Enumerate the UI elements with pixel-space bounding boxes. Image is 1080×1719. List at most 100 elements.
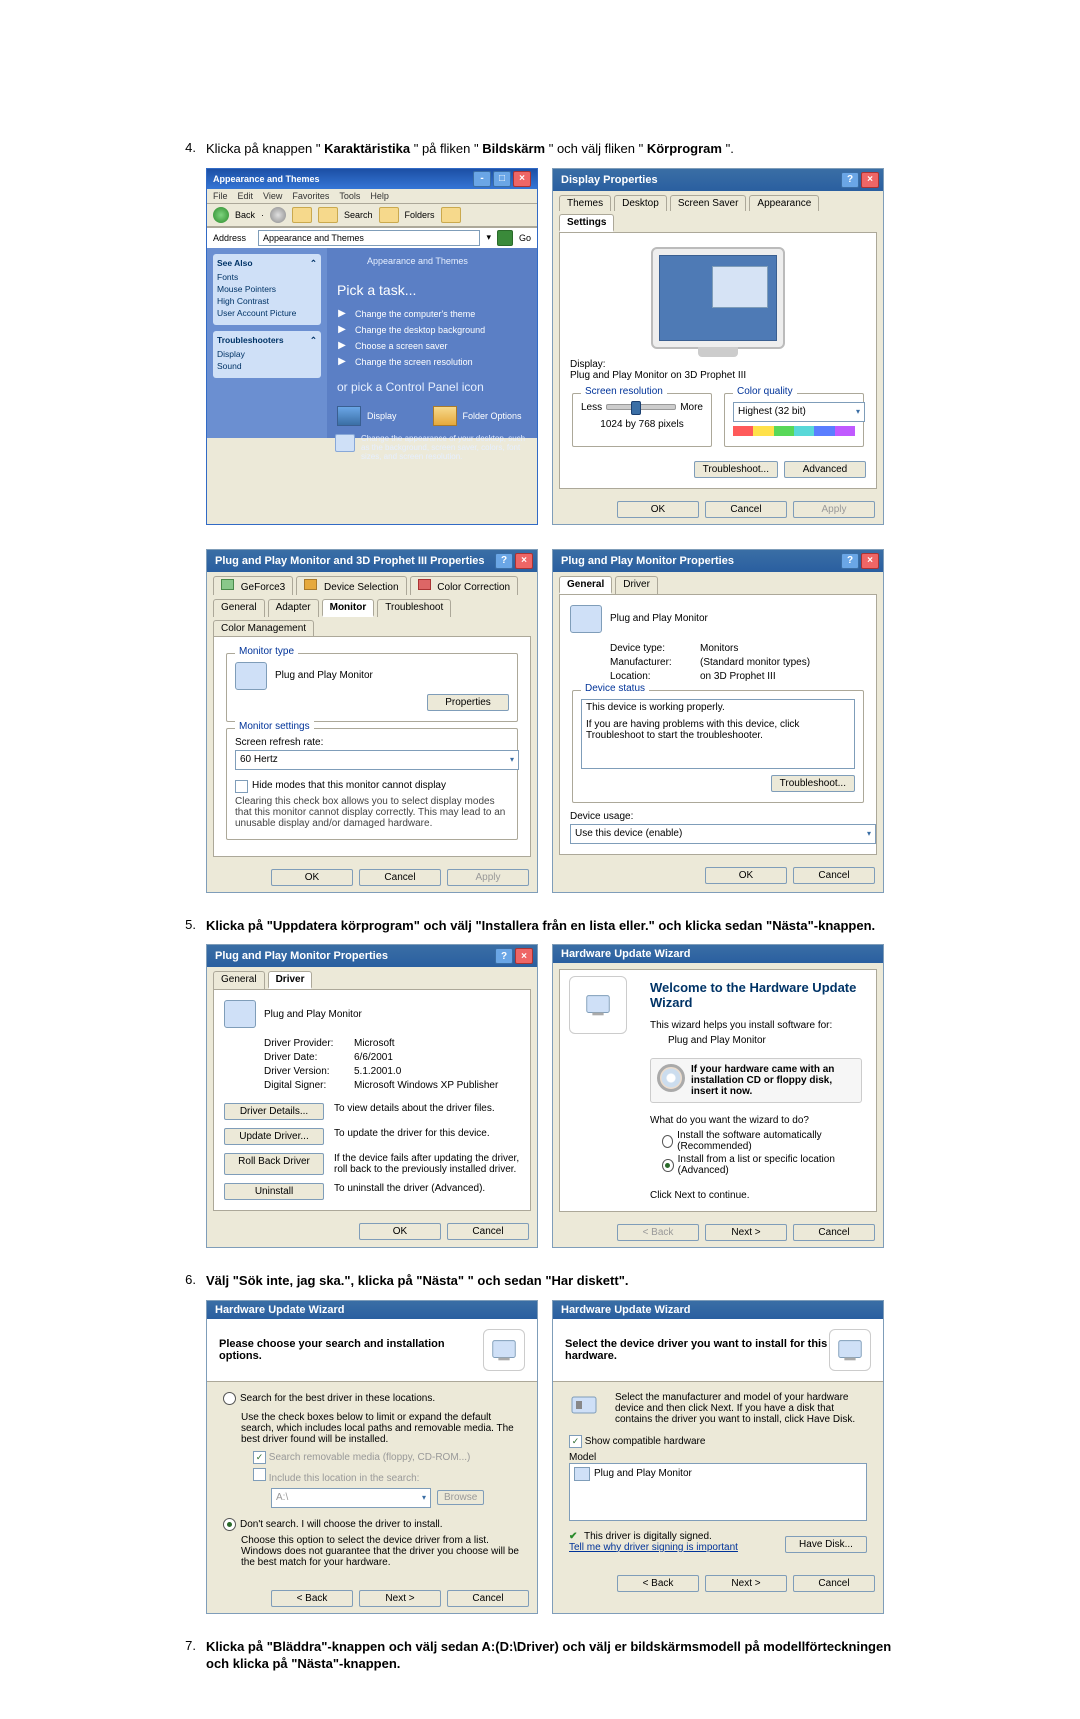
tab-general[interactable]: General (213, 599, 265, 617)
refresh-rate-select[interactable]: 60 Hertz ▾ (235, 750, 519, 770)
advanced-button[interactable]: Advanced (784, 461, 866, 478)
properties-button[interactable]: Properties (427, 694, 509, 711)
help-icon[interactable]: ? (495, 948, 513, 964)
minimize-icon[interactable]: - (473, 171, 491, 187)
model-list[interactable]: Plug and Play Monitor (569, 1463, 867, 1521)
cancel-button[interactable]: Cancel (705, 501, 787, 518)
seealso-item[interactable]: High Contrast (217, 295, 317, 307)
cp-icon-label[interactable]: Display (367, 411, 397, 421)
cancel-button[interactable]: Cancel (793, 1575, 875, 1592)
close-icon[interactable]: × (515, 948, 533, 964)
address-input[interactable]: Appearance and Themes (258, 230, 480, 246)
cb-show-compatible[interactable]: ✓ (569, 1435, 582, 1448)
cq-select[interactable]: Highest (32 bit) ▾ (733, 402, 865, 422)
cp-menu-view[interactable]: View (263, 191, 282, 201)
tab-monitor[interactable]: Monitor (322, 599, 375, 617)
tab-general[interactable]: General (559, 576, 612, 594)
next-button[interactable]: Next > (705, 1575, 787, 1592)
tab-color-mgmt[interactable]: Color Management (213, 620, 314, 636)
update-driver-button[interactable]: Update Driver... (224, 1128, 324, 1145)
browse-button[interactable]: Browse (437, 1490, 484, 1505)
cp-menu-help[interactable]: Help (370, 191, 389, 201)
back-button[interactable]: < Back (617, 1224, 699, 1241)
ok-button[interactable]: OK (617, 501, 699, 518)
cancel-button[interactable]: Cancel (447, 1223, 529, 1240)
tab-general[interactable]: General (213, 971, 265, 989)
close-icon[interactable]: × (861, 553, 879, 569)
task-item[interactable]: Change the desktop background (355, 325, 485, 335)
res-slider[interactable] (606, 404, 676, 410)
hide-modes-checkbox[interactable] (235, 780, 248, 793)
search-icon[interactable] (318, 207, 338, 223)
task-item[interactable]: Change the screen resolution (355, 357, 473, 367)
back-label[interactable]: Back (235, 210, 255, 220)
cp-menu-tools[interactable]: Tools (339, 191, 360, 201)
go-icon[interactable] (497, 230, 513, 246)
tab-adapter[interactable]: Adapter (268, 599, 319, 617)
seealso-item[interactable]: Mouse Pointers (217, 283, 317, 295)
seealso-item[interactable]: User Account Picture (217, 307, 317, 319)
opt-list-radio[interactable]: Install from a list or specific location… (662, 1154, 862, 1176)
next-button[interactable]: Next > (359, 1590, 441, 1607)
tab-themes[interactable]: Themes (559, 195, 611, 211)
ok-button[interactable]: OK (359, 1223, 441, 1240)
help-icon[interactable]: ? (495, 553, 513, 569)
tab-driver[interactable]: Driver (268, 971, 313, 989)
apply-button[interactable]: Apply (447, 869, 529, 886)
cp-icon-label[interactable]: Folder Options (463, 411, 522, 421)
path-select[interactable]: A:\ ▾ (271, 1488, 431, 1508)
device-usage-select[interactable]: Use this device (enable) ▾ (570, 824, 876, 844)
opt-search-radio[interactable]: Search for the best driver in these loca… (223, 1392, 435, 1405)
ok-button[interactable]: OK (705, 867, 787, 884)
cancel-button[interactable]: Cancel (793, 867, 875, 884)
apply-button[interactable]: Apply (793, 501, 875, 518)
cancel-button[interactable]: Cancel (447, 1590, 529, 1607)
tab-appearance[interactable]: Appearance (749, 195, 819, 211)
task-item[interactable]: Change the computer's theme (355, 309, 475, 319)
maximize-icon[interactable]: □ (493, 171, 511, 187)
rollback-button[interactable]: Roll Back Driver (224, 1153, 324, 1175)
views-icon[interactable] (441, 207, 461, 223)
address-chevron-icon[interactable]: ▾ (486, 232, 491, 243)
cb-removable[interactable]: ✓ (253, 1451, 266, 1464)
opt-auto-radio[interactable]: Install the software automatically (Reco… (662, 1130, 862, 1152)
driver-details-button[interactable]: Driver Details... (224, 1103, 324, 1120)
cp-menu-file[interactable]: File (213, 191, 228, 201)
display-cp-icon[interactable] (337, 406, 361, 426)
folders-label[interactable]: Folders (405, 210, 435, 220)
seealso-item[interactable]: Fonts (217, 271, 317, 283)
cancel-button[interactable]: Cancel (793, 1224, 875, 1241)
uninstall-button[interactable]: Uninstall (224, 1183, 324, 1200)
tab-device-selection[interactable]: Device Selection (296, 576, 406, 595)
tab-troubleshoot[interactable]: Troubleshoot (377, 599, 451, 617)
cp-menu-favorites[interactable]: Favorites (292, 191, 329, 201)
task-item[interactable]: Choose a screen saver (355, 341, 448, 351)
up-icon[interactable] (292, 207, 312, 223)
have-disk-button[interactable]: Have Disk... (785, 1536, 867, 1553)
tab-geforce3[interactable]: GeForce3 (213, 576, 293, 595)
why-link[interactable]: Tell me why driver signing is important (569, 1542, 738, 1553)
cancel-button[interactable]: Cancel (359, 869, 441, 886)
model-row[interactable]: Plug and Play Monitor (574, 1467, 862, 1481)
go-label[interactable]: Go (519, 233, 531, 243)
collapse-icon[interactable]: ⌃ (310, 258, 317, 269)
ok-button[interactable]: OK (271, 869, 353, 886)
tab-color-correction[interactable]: Color Correction (410, 576, 519, 595)
close-icon[interactable]: × (861, 172, 879, 188)
cp-menu-edit[interactable]: Edit (238, 191, 254, 201)
back-icon[interactable] (213, 207, 229, 223)
next-button[interactable]: Next > (705, 1224, 787, 1241)
tab-screen-saver[interactable]: Screen Saver (670, 195, 747, 211)
folderopts-cp-icon[interactable] (433, 406, 457, 426)
back-button[interactable]: < Back (617, 1575, 699, 1592)
forward-icon[interactable] (270, 207, 286, 223)
cb-include-loc[interactable] (253, 1468, 266, 1481)
collapse-icon[interactable]: ⌃ (310, 335, 317, 346)
help-icon[interactable]: ? (841, 172, 859, 188)
close-icon[interactable]: × (515, 553, 533, 569)
back-button[interactable]: < Back (271, 1590, 353, 1607)
close-icon[interactable]: × (513, 171, 531, 187)
help-icon[interactable]: ? (841, 553, 859, 569)
trouble-item[interactable]: Sound (217, 360, 317, 372)
troubleshoot-button[interactable]: Troubleshoot... (771, 775, 855, 792)
